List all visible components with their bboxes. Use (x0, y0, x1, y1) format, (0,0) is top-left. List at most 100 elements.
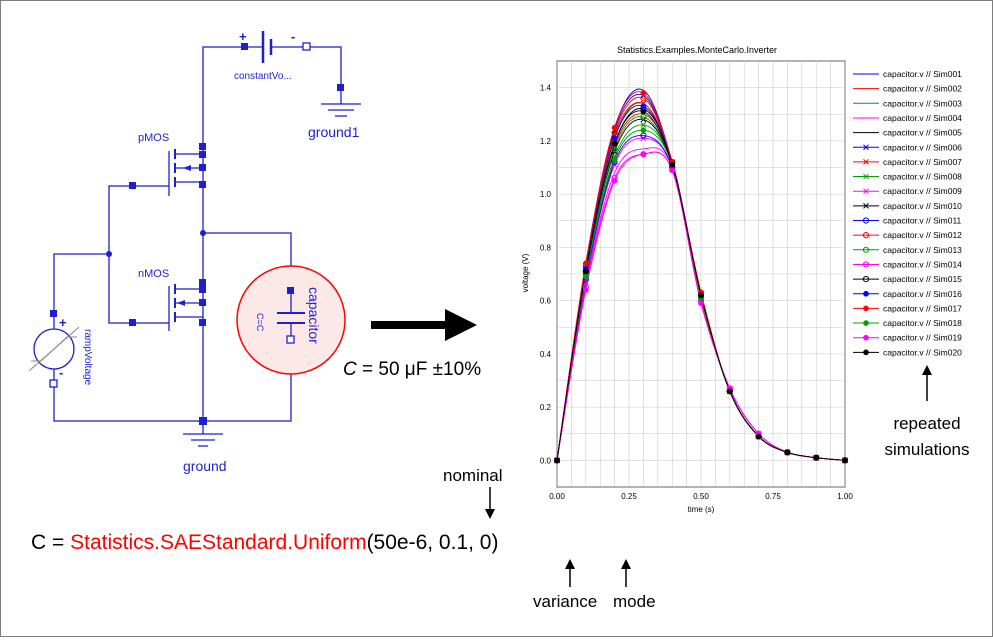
variance-label: variance (533, 592, 597, 611)
capacitor-highlight-circle (236, 265, 346, 375)
legend-entry-6: capacitor.v // Sim006 (883, 142, 962, 152)
legend-marker-14 (862, 261, 870, 268)
y-tick-label: 0.4 (540, 350, 552, 359)
y-tick-label: 1.2 (540, 137, 552, 146)
data-point-series-20 (842, 457, 848, 464)
y-tick-label: 0.2 (540, 403, 552, 412)
nominal-arrow-icon (485, 487, 495, 519)
x-axis-label: time (s) (688, 505, 715, 514)
legend-marker-16 (863, 290, 869, 297)
capacitor-component[interactable] (277, 287, 305, 344)
chart-legend: capacitor.v // Sim001 capacitor.v // Sim0… (853, 69, 962, 357)
chart-grid (556, 60, 846, 488)
data-point-series-19 (698, 300, 704, 307)
series-markers (553, 90, 849, 464)
legend-entry-7: capacitor.v // Sim007 (883, 157, 962, 167)
data-point-series-20 (726, 388, 733, 394)
nmos-transistor[interactable] (129, 279, 206, 331)
chart-title: Statistics.Examples.MonteCarlo.Inverter (617, 45, 777, 55)
data-point-series-20 (582, 268, 589, 275)
capacitor-param-label: C=C (255, 313, 265, 332)
data-point-series-17 (611, 124, 618, 131)
legend-entry-4: capacitor.v // Sim004 (883, 113, 962, 123)
legend-entry-17: capacitor.v // Sim017 (883, 303, 962, 313)
repeated-label: repeated (893, 414, 960, 433)
data-point-series-19 (640, 151, 647, 158)
simulations-label: simulations (884, 440, 969, 459)
constant-voltage-source[interactable] (233, 31, 311, 63)
legend-marker-6 (863, 144, 869, 151)
data-point-series-19 (582, 287, 589, 293)
data-point-series-18 (582, 273, 589, 280)
variance-arrow-icon (565, 559, 575, 587)
legend-entry-12: capacitor.v // Sim012 (883, 230, 962, 240)
y-tick-label: 1.4 (540, 84, 552, 93)
capacitor-label: capacitor (306, 287, 322, 344)
ground1-label: ground1 (308, 124, 360, 140)
legend-marker-11 (862, 217, 870, 224)
legend-entry-11: capacitor.v // Sim011 (883, 216, 962, 226)
legend-marker-20 (863, 349, 869, 356)
legend-entry-14: capacitor.v // Sim014 (883, 259, 962, 269)
legend-marker-8 (863, 173, 869, 180)
formula-function: Statistics.SAEStandard.Uniform (70, 531, 366, 554)
y-axis-label: voltage (V) (521, 253, 530, 292)
y-tick-label: 0.0 (540, 456, 552, 465)
legend-marker-19 (863, 334, 869, 341)
junction-node (199, 417, 207, 425)
y-tick-label: 0.8 (540, 243, 552, 252)
y-tick-label: 0.6 (540, 297, 552, 306)
legend-marker-10 (863, 202, 869, 209)
ground1-symbol[interactable] (321, 84, 361, 117)
battery-minus-sign: - (291, 29, 295, 44)
data-point-series-20 (640, 108, 647, 115)
legend-marker-15 (862, 276, 870, 283)
legend-marker-18 (863, 320, 869, 326)
x-axis-ticks: 0.00 0.25 0.50 0.75 1.00 (549, 492, 853, 501)
schematic-labels: + - constantVo... ground1 pMOS nMOS + - … (59, 29, 360, 474)
x-tick-label: 0.75 (765, 492, 781, 501)
legend-entry-18: capacitor.v // Sim018 (883, 318, 962, 328)
data-point-series-20 (554, 457, 560, 464)
nominal-label: nominal (443, 466, 503, 485)
data-point-series-16 (640, 103, 647, 110)
data-point-series-19 (611, 177, 618, 184)
data-point-series-8-stroke (640, 122, 647, 128)
data-point-series-19 (669, 167, 676, 174)
junction-dot (200, 230, 206, 236)
data-point-series-20 (611, 140, 618, 147)
legend-entry-19: capacitor.v // Sim019 (883, 333, 962, 343)
x-tick-label: 0.25 (621, 492, 637, 501)
pmos-transistor[interactable] (129, 143, 206, 196)
legend-marker-17 (863, 305, 869, 312)
legend-marker-9 (863, 188, 869, 195)
data-point-series-20 (813, 454, 820, 461)
ramp-voltage-label: rampVoltage (82, 329, 93, 386)
legend-marker-9-stroke (863, 188, 869, 195)
legend-entry-1: capacitor.v // Sim001 (883, 69, 962, 79)
legend-entry-10: capacitor.v // Sim010 (883, 201, 962, 211)
legend-marker-10-stroke (863, 202, 869, 209)
data-point-series-18 (640, 127, 647, 134)
data-point-series-16 (611, 135, 618, 142)
ground-symbol[interactable] (183, 433, 223, 447)
distribution-formula: C = Statistics.SAEStandard.Uniform(50e-6… (31, 531, 498, 554)
mode-label: mode (613, 592, 656, 611)
legend-entry-15: capacitor.v // Sim015 (883, 274, 962, 284)
legend-entry-9: capacitor.v // Sim009 (883, 186, 962, 196)
legend-entry-20: capacitor.v // Sim020 (883, 347, 962, 357)
ground-label: ground (183, 458, 227, 474)
battery-plus-sign: + (239, 29, 247, 44)
ramp-voltage-source[interactable] (28, 310, 80, 388)
legend-entry-13: capacitor.v // Sim013 (883, 245, 962, 255)
nmos-label: nMOS (138, 268, 169, 280)
capacitance-annotation: C = 50 μF ±10% (343, 359, 481, 380)
repeated-arrow-icon (922, 365, 932, 401)
y-axis-ticks: 0.0 0.2 0.4 0.6 0.8 1.0 1.2 1.4 (540, 84, 552, 466)
legend-marker-13 (862, 246, 870, 253)
legend-entry-2: capacitor.v // Sim002 (883, 84, 962, 94)
formula-lhs: C = (31, 531, 70, 554)
transition-arrow-icon (371, 309, 477, 341)
